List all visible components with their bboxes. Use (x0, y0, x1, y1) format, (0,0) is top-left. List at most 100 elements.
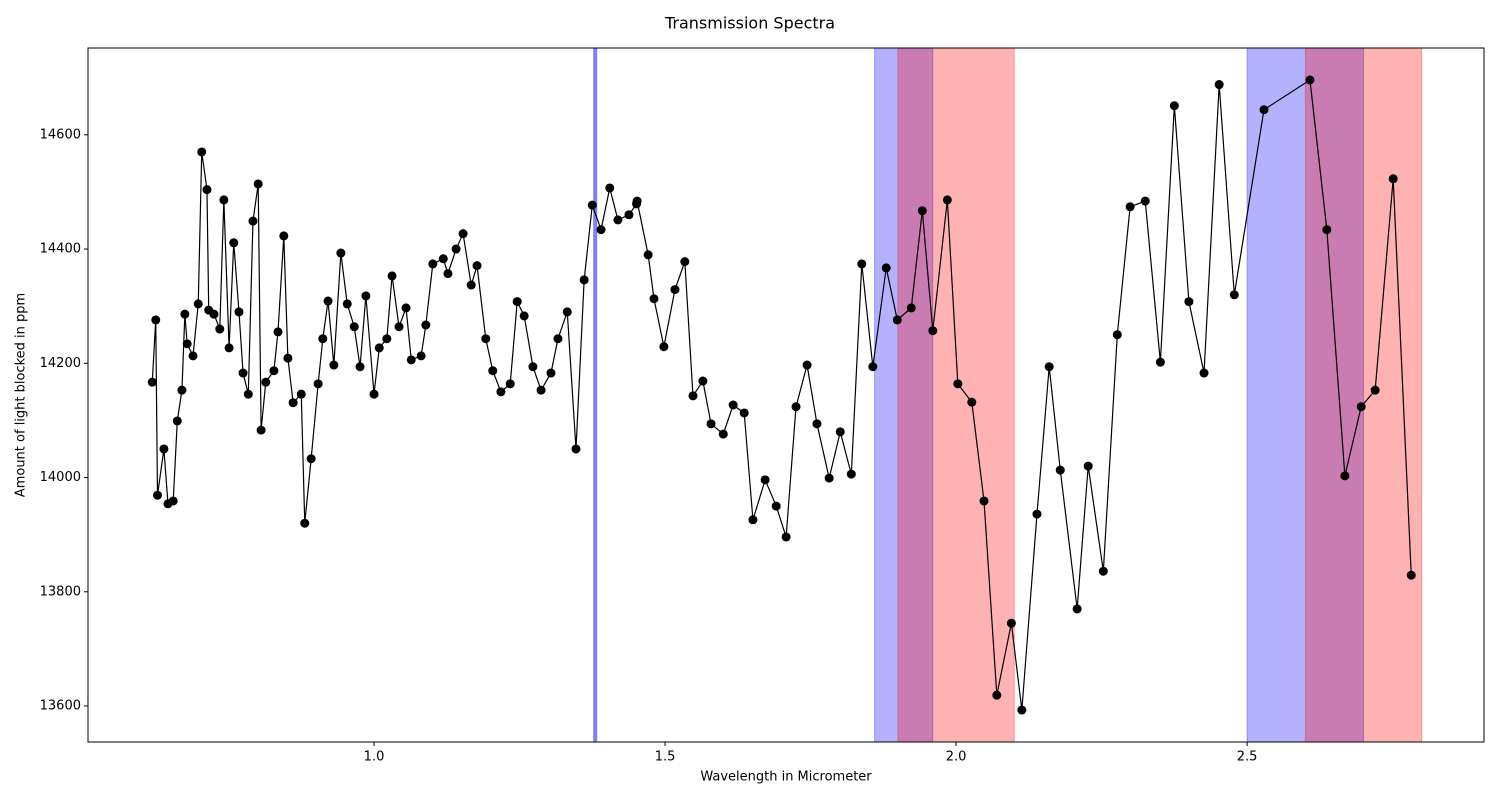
data-point (202, 185, 212, 195)
data-point (229, 238, 239, 248)
data-point (215, 324, 225, 334)
data-point (361, 291, 371, 301)
data-point (605, 183, 615, 193)
data-point (382, 334, 392, 344)
data-point (1356, 402, 1366, 412)
data-point (967, 397, 977, 407)
data-point (1083, 461, 1093, 471)
data-point (718, 429, 728, 439)
data-point (781, 532, 791, 542)
data-point (256, 425, 266, 435)
data-point (269, 366, 279, 376)
data-point (659, 342, 669, 352)
data-point (1229, 290, 1239, 300)
data-point (234, 307, 244, 317)
data-point (168, 496, 178, 506)
data-point (261, 377, 271, 387)
data-point (224, 343, 234, 353)
data-point (481, 334, 491, 344)
data-point (177, 385, 187, 395)
data-point (401, 303, 411, 313)
data-point (546, 368, 556, 378)
y-tick-label: 13800 (40, 584, 81, 599)
data-point (643, 250, 653, 260)
data-point (698, 376, 708, 386)
data-point (1305, 75, 1315, 85)
data-point (528, 362, 538, 372)
data-point (1155, 357, 1165, 367)
data-point (193, 299, 203, 309)
data-point (188, 351, 198, 361)
data-point (152, 490, 162, 500)
data-point (928, 326, 938, 336)
data-point (318, 334, 328, 344)
data-point (219, 195, 229, 205)
data-point (369, 389, 379, 399)
y-tick-label: 14000 (40, 470, 81, 485)
y-tick-label: 14600 (40, 127, 81, 142)
data-point (1214, 80, 1224, 90)
data-point (1184, 297, 1194, 307)
data-point (443, 269, 453, 279)
data-point (1140, 196, 1150, 206)
data-point (1125, 202, 1135, 212)
data-point (180, 309, 190, 319)
data-point (571, 444, 581, 454)
data-point (706, 419, 716, 429)
data-point (243, 389, 253, 399)
data-point (791, 402, 801, 412)
data-point (209, 309, 219, 319)
data-point (992, 690, 1002, 700)
x-tick-label: 2.5 (1237, 750, 1258, 765)
data-point (892, 315, 902, 325)
data-point (488, 366, 498, 376)
data-point (812, 419, 822, 429)
data-point (512, 297, 522, 307)
data-point (336, 248, 346, 258)
data-point (1032, 509, 1042, 519)
x-tick-label: 2.0 (946, 750, 967, 765)
y-tick-label: 13600 (40, 699, 81, 714)
x-tick-label: 1.0 (364, 750, 385, 765)
data-point (355, 362, 365, 372)
data-point (406, 355, 416, 365)
data-point (1098, 566, 1108, 576)
highlight-band (897, 47, 1015, 743)
data-point (451, 244, 461, 254)
data-point (1072, 604, 1082, 614)
data-point (421, 320, 431, 330)
data-point (253, 179, 263, 189)
data-point (147, 377, 157, 387)
data-point (1259, 105, 1269, 115)
data-point (172, 416, 182, 426)
data-point (1370, 385, 1380, 395)
data-point (857, 259, 867, 269)
highlight-band (1304, 47, 1423, 743)
data-point (159, 444, 169, 454)
data-point (942, 195, 952, 205)
data-point (979, 496, 989, 506)
data-point (416, 351, 426, 361)
data-point (1112, 330, 1122, 340)
data-point (536, 385, 546, 395)
data-point (197, 147, 207, 157)
data-point (670, 285, 680, 295)
data-point (649, 294, 659, 304)
data-point (1017, 705, 1027, 715)
data-point (906, 303, 916, 313)
data-point (953, 379, 963, 389)
data-point (553, 334, 563, 344)
data-point (881, 263, 891, 273)
data-point (739, 408, 749, 418)
data-point (505, 379, 515, 389)
data-point (248, 216, 258, 226)
data-point (562, 307, 572, 317)
data-point (182, 339, 192, 349)
highlight-band (1246, 47, 1365, 743)
data-point (296, 389, 306, 399)
y-axis-label: Amount of light blocked in ppm (14, 293, 29, 497)
data-point (151, 315, 161, 325)
data-point (835, 427, 845, 437)
